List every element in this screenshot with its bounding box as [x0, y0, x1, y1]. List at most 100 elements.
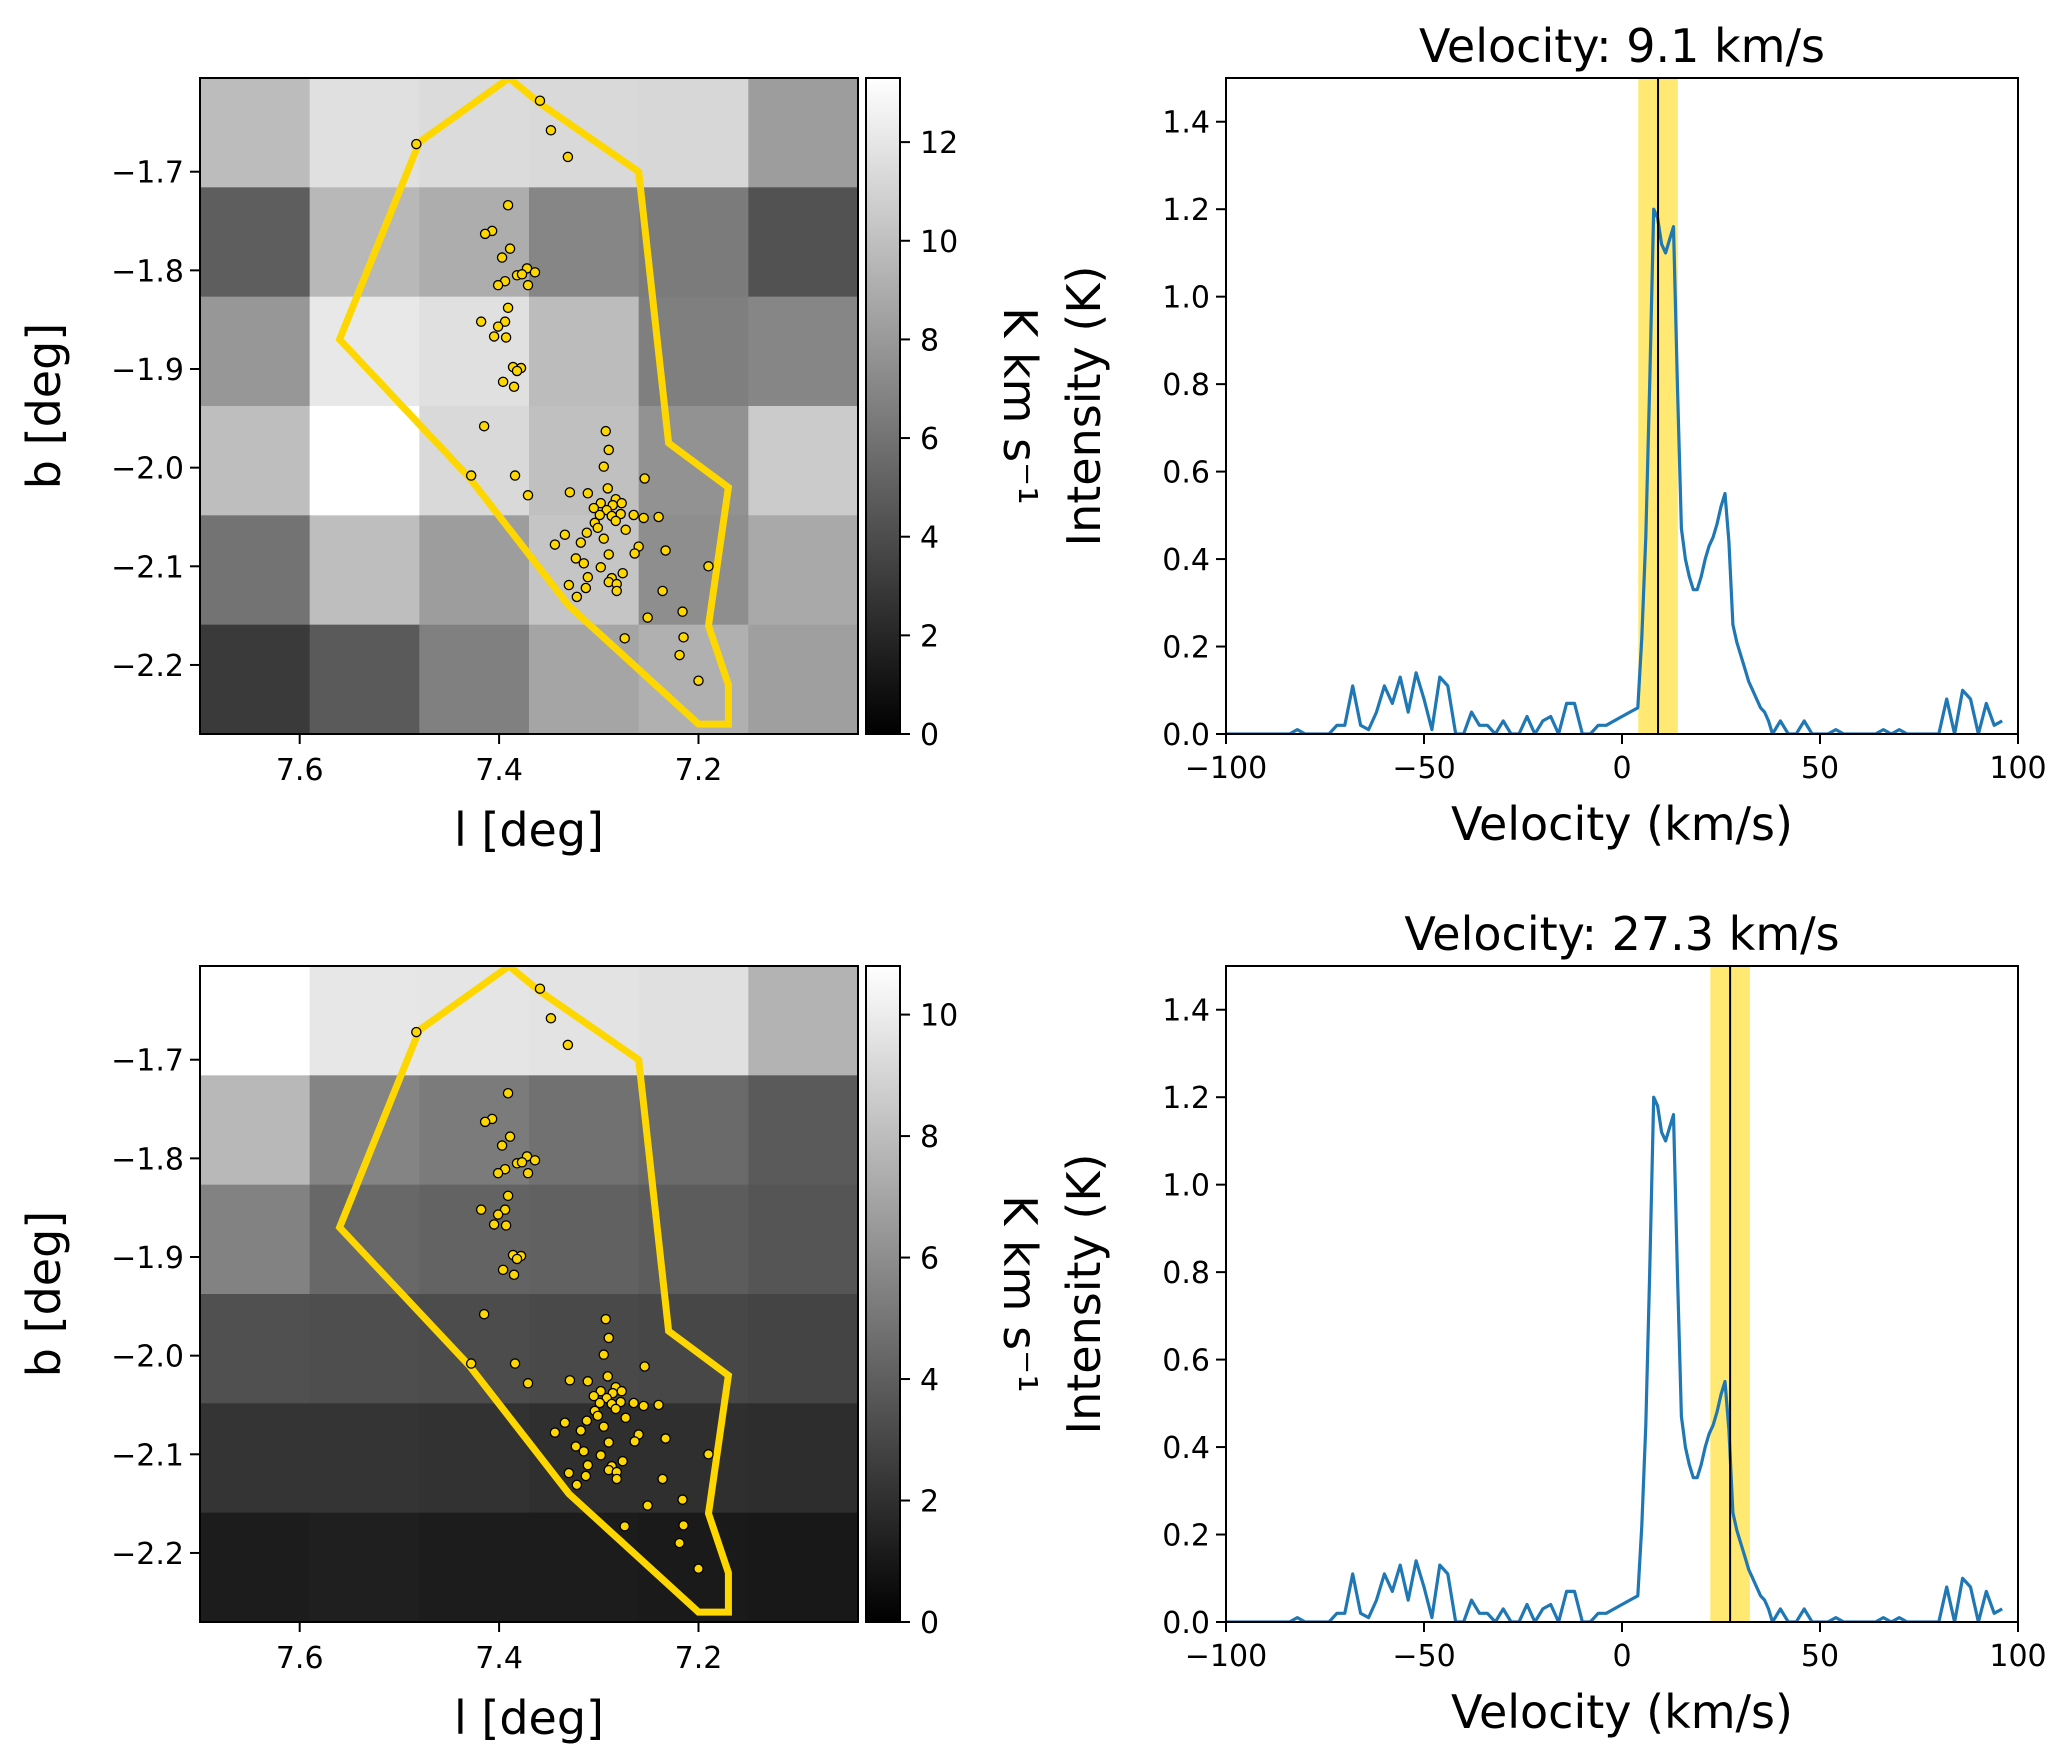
- y-tick-label: 0.8: [1162, 1256, 1210, 1291]
- source-point: [496, 1140, 508, 1151]
- source-point: [545, 125, 557, 136]
- x-tick-label: 50: [1801, 751, 1839, 786]
- heatmap-cell: [638, 966, 749, 1076]
- source-point: [602, 1371, 614, 1382]
- source-point: [478, 420, 490, 432]
- colorbar-tick-label: 8: [920, 1120, 939, 1155]
- source-point: [564, 1375, 576, 1386]
- source-point: [657, 585, 668, 597]
- source-point: [500, 332, 512, 343]
- x-tick-label: 100: [1989, 1639, 2046, 1674]
- source-point: [620, 524, 631, 536]
- source-point: [678, 1520, 689, 1531]
- source-point: [509, 1358, 521, 1369]
- heatmap-cell: [419, 1512, 530, 1623]
- source-point: [610, 1403, 621, 1415]
- colorbar-tick-label: 10: [920, 999, 958, 1034]
- colorbar-tick-label: 8: [920, 323, 939, 358]
- x-tick-label: −100: [1185, 1639, 1267, 1674]
- x-axis-label: l [deg]: [454, 803, 604, 857]
- source-point: [653, 511, 664, 523]
- source-point: [575, 537, 587, 548]
- y-tick-label: 0.6: [1162, 1344, 1210, 1379]
- source-point: [617, 1455, 628, 1467]
- heatmap-cell: [748, 78, 859, 188]
- y-tick-label: 0.8: [1162, 368, 1210, 403]
- source-point: [603, 549, 615, 560]
- heatmap-cell: [748, 966, 859, 1076]
- heatmap-cell: [200, 1184, 311, 1295]
- colorbar-tick-label: 12: [920, 126, 958, 161]
- heatmap-cell: [638, 78, 749, 188]
- map-panel-bottom: 7.6 7.4 7.2 −1.7 −1.8 −1.9 −2.0 −2.1 −2.2 l [deg]…: [17, 965, 1047, 1745]
- y-tick-label: 1.4: [1162, 994, 1210, 1029]
- source-point: [620, 1412, 631, 1424]
- source-point: [488, 331, 500, 342]
- source-point: [703, 561, 714, 572]
- source-point: [610, 515, 621, 527]
- heatmap-cell: [748, 624, 859, 735]
- source-point: [570, 1441, 582, 1452]
- source-point: [497, 376, 509, 388]
- heatmap-cell: [309, 966, 420, 1076]
- source-point: [496, 252, 508, 263]
- source-point: [575, 1425, 587, 1436]
- heatmap-cell: [309, 296, 420, 407]
- source-point: [616, 1385, 627, 1397]
- source-point: [603, 444, 615, 456]
- source-point: [638, 1400, 649, 1412]
- source-point: [595, 1385, 607, 1397]
- source-point: [677, 606, 688, 617]
- source-point: [594, 1397, 606, 1409]
- source-point: [475, 316, 487, 327]
- heatmap-cell: [309, 406, 420, 516]
- source-point: [499, 1204, 511, 1215]
- source-point: [629, 548, 640, 559]
- colorbar-tick-label: 6: [920, 422, 939, 457]
- heatmap-cell: [748, 187, 859, 298]
- colorbar-tick-label: 6: [920, 1242, 939, 1277]
- x-tick-label: 0: [1612, 751, 1631, 786]
- source-point: [628, 1397, 639, 1409]
- source-point: [559, 529, 571, 540]
- heatmap-cell: [200, 187, 311, 298]
- heatmap-cell: [529, 296, 640, 407]
- x-tick-label: 0: [1612, 1639, 1631, 1674]
- x-tick-label: −50: [1392, 751, 1455, 786]
- source-point: [508, 1269, 520, 1281]
- source-point: [582, 1459, 594, 1471]
- heatmap-cell: [748, 1512, 859, 1623]
- heatmap-cell: [200, 1075, 311, 1186]
- source-point: [611, 1473, 622, 1485]
- source-point: [522, 1167, 534, 1179]
- source-point: [570, 553, 582, 564]
- source-point: [660, 1433, 671, 1444]
- y-tick-label: 0.6: [1162, 456, 1210, 491]
- source-point: [582, 488, 594, 499]
- map-panel-top: 7.6 7.4 7.2 −1.7 −1.8 −1.9 −2.0 −2.1 −2.2 l [deg]…: [17, 77, 1047, 857]
- x-tick-label: 7.2: [675, 753, 723, 788]
- source-point: [411, 1026, 422, 1038]
- source-point: [619, 1521, 630, 1532]
- heatmap-cell: [309, 1403, 420, 1514]
- spectrum-panel-bottom: −100 −50 0 50 100 0.0 0.2 0.4 0.6 0.8 1.0 1.2 1.4 Vel…: [1057, 907, 2047, 1739]
- spectrum-title: Velocity: 27.3 km/s: [1404, 907, 1839, 961]
- heatmap-cell: [529, 406, 640, 516]
- source-point: [522, 490, 534, 501]
- colorbar: [865, 77, 901, 735]
- heatmap-cell: [748, 1403, 859, 1514]
- source-point: [411, 138, 422, 150]
- source-point: [479, 1116, 491, 1128]
- source-point: [504, 243, 516, 254]
- source-point: [600, 1313, 612, 1325]
- heatmap-cell: [419, 406, 530, 516]
- y-axis-label: b [deg]: [17, 1211, 71, 1377]
- heatmap-cell: [529, 1512, 640, 1623]
- source-point: [475, 1204, 487, 1215]
- y-tick-label: −2.0: [111, 1340, 184, 1375]
- source-point: [617, 567, 628, 579]
- source-point: [478, 1308, 490, 1320]
- heatmap-cell: [200, 515, 311, 626]
- heatmap-cell: [419, 1294, 530, 1404]
- source-point: [642, 612, 653, 623]
